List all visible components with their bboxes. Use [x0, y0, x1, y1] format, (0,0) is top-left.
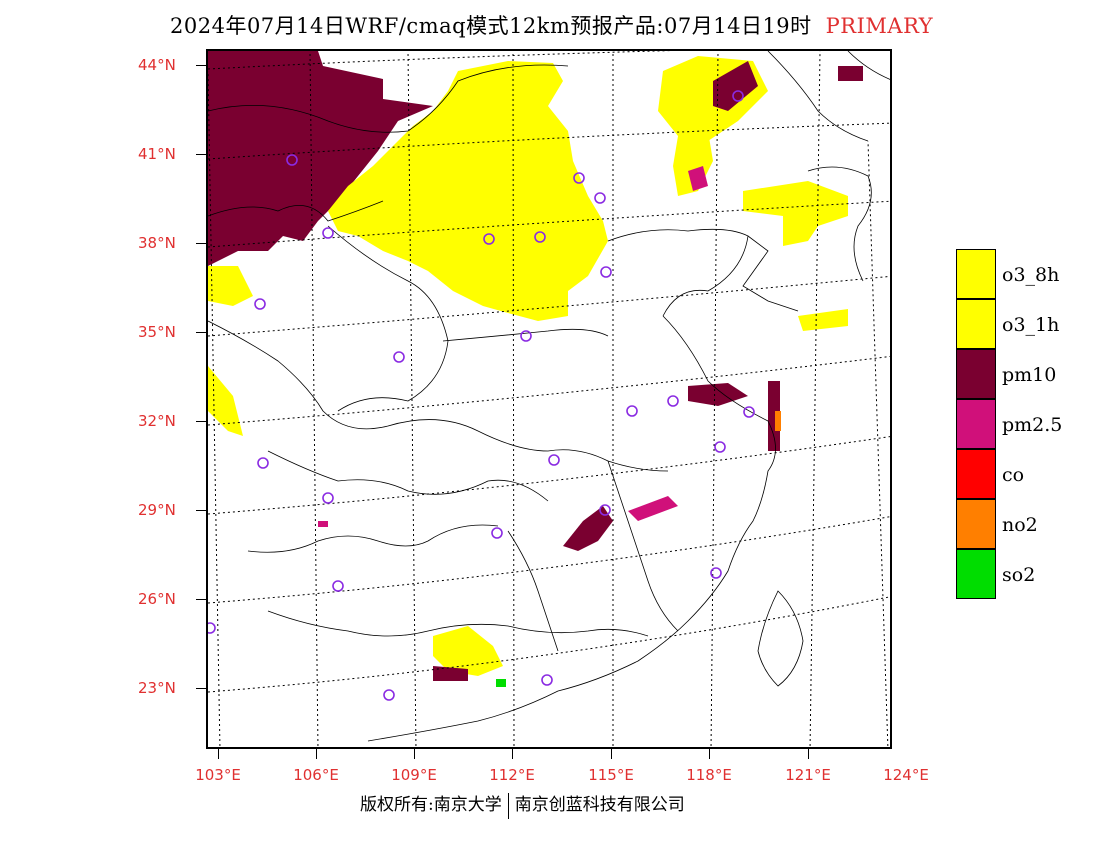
o3-region — [798, 309, 848, 331]
legend-item: so2 — [956, 549, 1096, 599]
pm10-patch — [688, 383, 748, 406]
product-label: PRIMARY — [825, 14, 934, 38]
lon-tick — [512, 749, 513, 759]
lat-label: 38°N — [138, 234, 176, 252]
lon-tick — [611, 749, 612, 759]
legend: o3_8h o3_1h pm10 pm2.5 co no2 so2 — [956, 249, 1096, 599]
o3-region — [433, 626, 503, 676]
lon-tick — [808, 749, 809, 759]
legend-swatch — [956, 449, 996, 499]
lat-tick — [196, 332, 206, 333]
lon-label: 103°E — [195, 766, 241, 784]
lon-tick — [218, 749, 219, 759]
lon-tick — [414, 749, 415, 759]
legend-label: pm2.5 — [1002, 414, 1063, 436]
pm25-patch — [688, 166, 708, 191]
footer-right: 南京创蓝科技有限公司 — [514, 795, 685, 815]
legend-swatch — [956, 299, 996, 349]
legend-swatch — [956, 399, 996, 449]
lat-tick — [196, 599, 206, 600]
map-canvas — [208, 51, 890, 747]
lon-label: 115°E — [588, 766, 634, 784]
legend-label: co — [1002, 464, 1025, 486]
lat-label: 41°N — [138, 145, 176, 163]
legend-label: o3_1h — [1002, 314, 1060, 336]
lat-label: 44°N — [138, 56, 176, 74]
lat-label: 35°N — [138, 323, 176, 341]
lat-tick — [196, 510, 206, 511]
legend-swatch — [956, 549, 996, 599]
lon-tick — [316, 749, 317, 759]
lat-tick — [196, 421, 206, 422]
legend-swatch — [956, 249, 996, 299]
graticule — [208, 51, 890, 747]
map-title: 2024年07月14日WRF/cmaq模式12km预报产品:07月14日19时 P… — [170, 10, 933, 40]
legend-label: o3_8h — [1002, 264, 1060, 286]
station-markers — [208, 90, 755, 701]
lon-tick — [709, 749, 710, 759]
lat-tick — [196, 243, 206, 244]
legend-item: no2 — [956, 499, 1096, 549]
o3-region — [743, 181, 848, 246]
legend-swatch — [956, 349, 996, 399]
lon-label: 121°E — [785, 766, 831, 784]
legend-label: so2 — [1002, 564, 1036, 586]
o3-region — [208, 366, 243, 436]
lat-label: 29°N — [138, 501, 176, 519]
legend-label: pm10 — [1002, 364, 1057, 386]
legend-item: pm2.5 — [956, 399, 1096, 449]
title-text: 2024年07月14日WRF/cmaq模式12km预报产品:07月14日19时 — [170, 14, 812, 38]
lat-tick — [196, 154, 206, 155]
lat-label: 26°N — [138, 590, 176, 608]
lon-label: 106°E — [293, 766, 339, 784]
map-area — [206, 49, 892, 749]
pm10-region — [208, 51, 433, 266]
pm25-patch — [628, 496, 678, 521]
lat-label: 23°N — [138, 679, 176, 697]
pm10-patch — [768, 381, 780, 451]
lat-tick — [196, 65, 206, 66]
lat-label: 32°N — [138, 412, 176, 430]
legend-label: no2 — [1002, 514, 1038, 536]
pm10-patch — [838, 66, 863, 81]
pm25-patch — [318, 521, 328, 527]
no2-patch — [775, 411, 781, 431]
lon-label: 109°E — [391, 766, 437, 784]
pm10-patch — [713, 61, 758, 111]
o3-region — [208, 266, 253, 306]
pm10-patch — [433, 666, 468, 681]
footer-separator — [507, 792, 509, 819]
legend-item: o3_1h — [956, 299, 1096, 349]
o3-region — [328, 61, 608, 321]
footer-left: 版权所有:南京大学 — [360, 795, 502, 815]
legend-item: o3_8h — [956, 249, 1096, 299]
lat-tick — [196, 688, 206, 689]
legend-swatch — [956, 499, 996, 549]
lon-label: 112°E — [489, 766, 535, 784]
lon-label: 118°E — [686, 766, 732, 784]
boundaries — [208, 51, 890, 742]
so2-patch — [496, 679, 506, 687]
lon-label: 124°E — [883, 766, 929, 784]
pm10-patch — [563, 506, 613, 551]
copyright-footer: 版权所有:南京大学 南京创蓝科技有限公司 — [360, 790, 685, 819]
legend-item: co — [956, 449, 1096, 499]
legend-item: pm10 — [956, 349, 1096, 399]
